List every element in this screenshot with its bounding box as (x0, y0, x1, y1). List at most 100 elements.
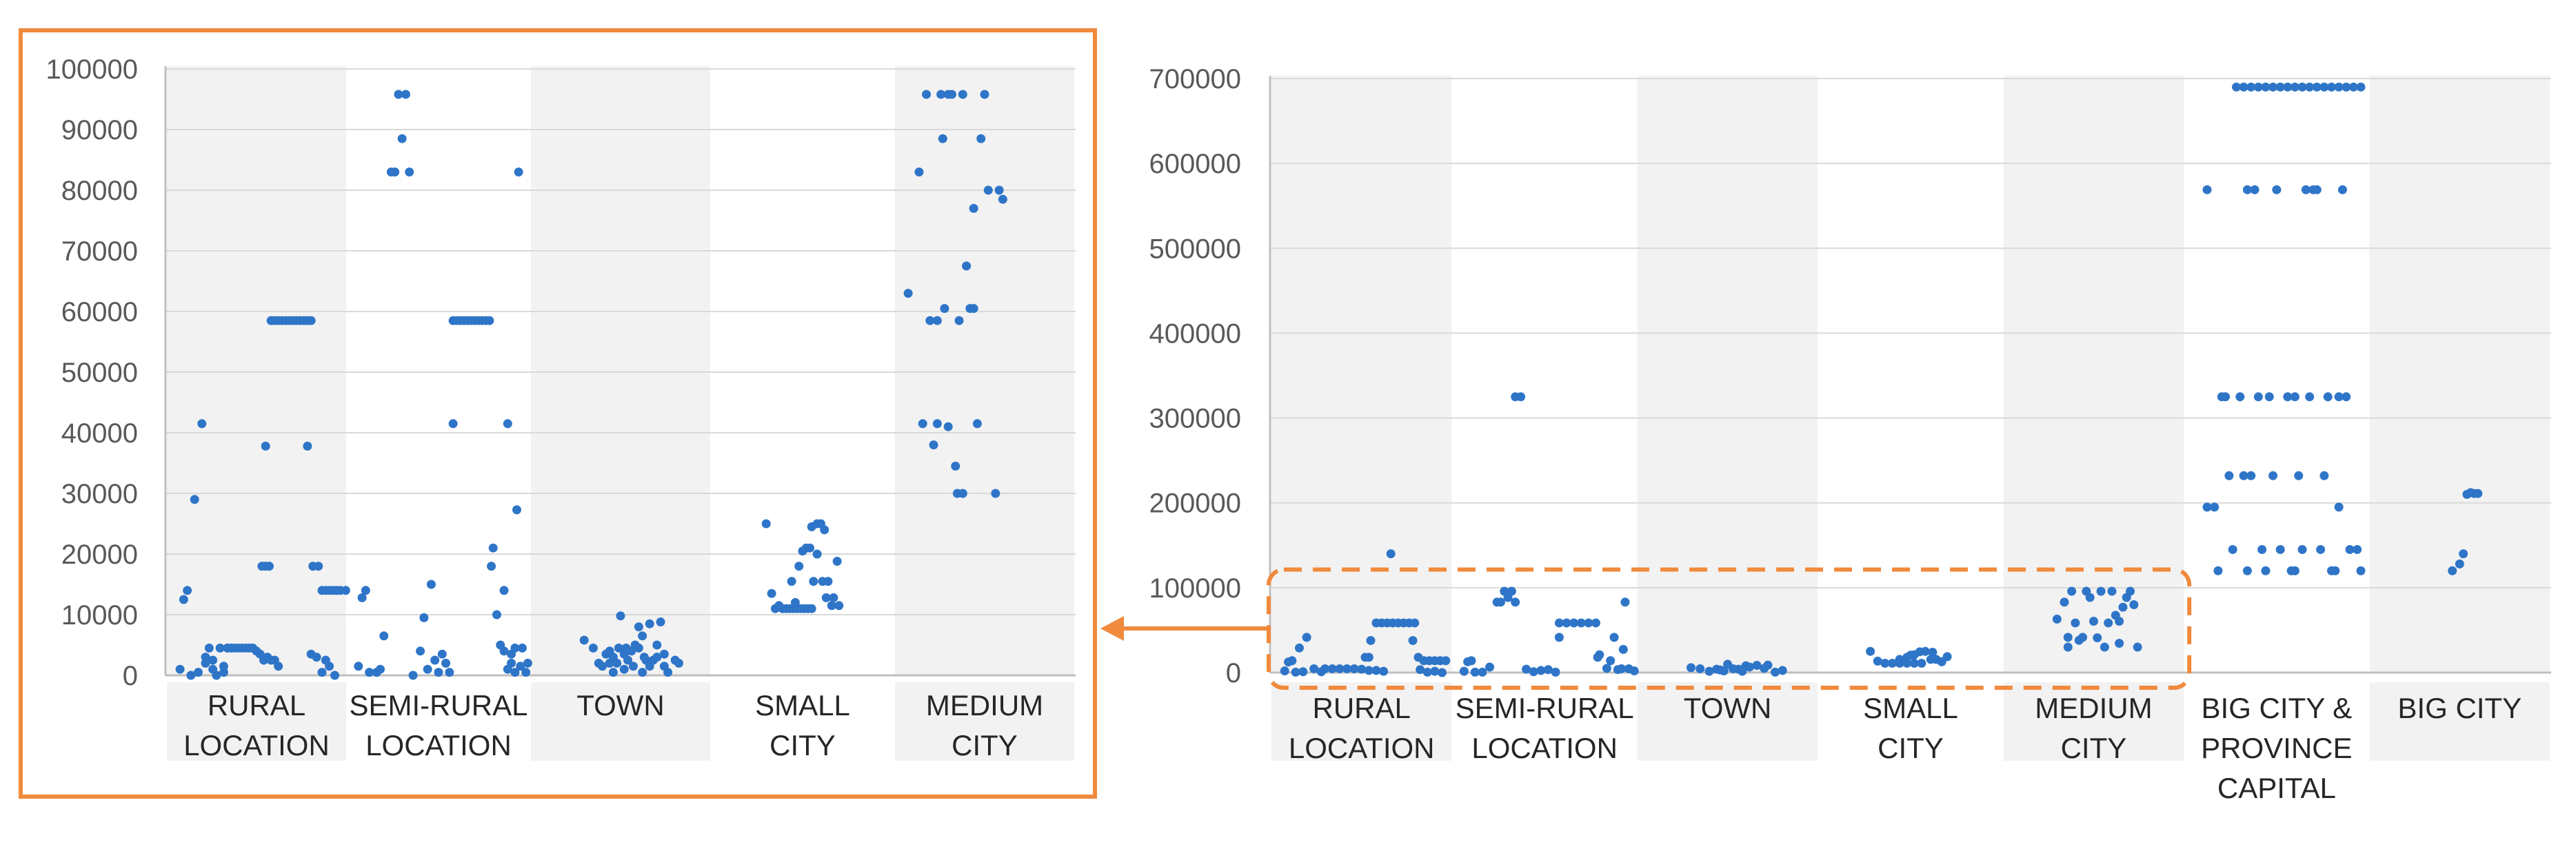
data-point (1320, 664, 1330, 673)
y-tick-label: 40000 (61, 418, 138, 449)
data-point (2115, 639, 2124, 648)
data-point (2290, 392, 2300, 402)
data-point (2063, 642, 2073, 652)
data-point (1618, 644, 1628, 654)
data-point (2093, 633, 2102, 643)
data-point (1410, 618, 1420, 628)
data-point (1441, 656, 1451, 666)
data-point (2305, 82, 2315, 92)
category-label-band (1454, 682, 1635, 761)
y-tick-label: 80000 (61, 176, 138, 206)
data-point (829, 593, 838, 602)
data-point (2210, 502, 2220, 512)
data-point (303, 316, 312, 325)
data-point (1408, 635, 1418, 645)
data-point (1695, 664, 1705, 673)
data-point (1686, 663, 1695, 673)
x-category-label: SEMI-RURAL (349, 689, 527, 722)
data-point (638, 631, 647, 641)
data-point (1738, 666, 1747, 676)
data-point (2242, 566, 2252, 575)
y-tick-label: 10000 (61, 600, 138, 631)
data-point (2297, 544, 2307, 554)
x-category-label: SMALL (1863, 692, 1958, 724)
y-tick-label: 30000 (61, 479, 138, 509)
data-point (2448, 566, 2457, 575)
data-point (2253, 392, 2263, 402)
data-point (365, 668, 374, 677)
data-point (1379, 666, 1389, 676)
data-point (1873, 656, 1882, 666)
data-point (809, 577, 818, 586)
data-point (416, 646, 425, 656)
data-point (2264, 392, 2274, 402)
data-point (1704, 666, 1714, 676)
data-point (1422, 667, 1432, 677)
zoom-arrow-head (1100, 616, 1124, 641)
data-point (430, 655, 440, 665)
data-point (1287, 656, 1297, 666)
data-point (2301, 185, 2311, 194)
highlight-overlay (19, 28, 2192, 799)
data-point (767, 589, 776, 598)
x-category-label: CITY (952, 729, 1018, 761)
data-point (2085, 593, 2095, 602)
data-point (656, 617, 665, 627)
y-tick-label: 20000 (61, 540, 138, 570)
data-point (2275, 82, 2285, 92)
x-category-label: MEDIUM (926, 689, 1043, 722)
x-category-label: SMALL (755, 689, 850, 722)
data-point (1357, 664, 1367, 674)
data-point (980, 90, 989, 99)
data-point (2107, 586, 2117, 596)
x-category-label: CITY (769, 729, 836, 761)
data-point (972, 419, 982, 429)
data-point (994, 185, 1004, 195)
data-point (194, 668, 203, 677)
x-category-label: BIG CITY (2397, 692, 2522, 724)
data-point (317, 668, 327, 677)
data-point (1496, 597, 1505, 607)
data-point (2261, 566, 2271, 575)
data-point (2253, 82, 2263, 92)
data-point (645, 619, 654, 628)
data-point (812, 549, 822, 559)
data-point (761, 519, 771, 529)
data-point (2323, 392, 2333, 402)
data-point (1430, 666, 1440, 676)
data-point (1371, 666, 1381, 675)
data-point (1327, 664, 1337, 673)
data-point (445, 668, 454, 677)
data-point (2239, 471, 2248, 480)
data-point (2257, 544, 2267, 554)
data-point (1342, 664, 1351, 673)
y-tick-label: 600000 (1149, 149, 1241, 179)
data-point (958, 90, 967, 99)
data-point (426, 580, 436, 589)
category-label-band (531, 682, 710, 761)
data-point (1280, 666, 1289, 676)
category-band (531, 66, 710, 675)
data-point (1866, 646, 1875, 656)
data-point (787, 577, 796, 586)
data-point (394, 90, 403, 99)
data-point (1554, 618, 1564, 628)
data-point (361, 586, 370, 595)
data-point (2320, 82, 2329, 92)
data-point (2342, 82, 2351, 92)
data-point (341, 586, 350, 595)
y-tick-label: 700000 (1149, 64, 1241, 94)
data-point (1516, 392, 1526, 402)
data-point (2115, 616, 2124, 626)
data-point (943, 422, 953, 431)
data-point (2239, 82, 2248, 92)
data-point (2305, 392, 2315, 402)
y-tick-label: 200000 (1149, 489, 1241, 519)
data-point (1478, 667, 1487, 677)
data-point (183, 586, 192, 595)
data-point (448, 419, 458, 429)
data-point (598, 662, 607, 671)
data-point (303, 441, 312, 451)
data-point (1629, 666, 1639, 676)
